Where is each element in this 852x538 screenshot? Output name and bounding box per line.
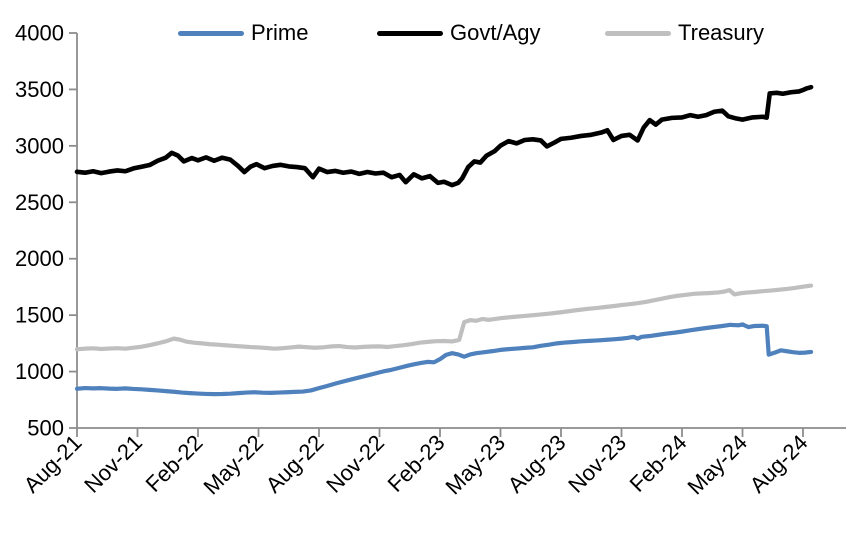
x-axis-tick-label: Feb-22 xyxy=(141,430,208,497)
legend-label: Treasury xyxy=(678,20,764,45)
x-axis-tick-label: May-24 xyxy=(682,430,752,500)
legend-swatch-icon xyxy=(605,30,671,36)
y-axis-tick-label: 1000 xyxy=(15,359,64,384)
legend-swatch-icon xyxy=(377,30,443,36)
x-axis-tick-label: Feb-24 xyxy=(625,430,692,497)
y-axis-tick-label: 4000 xyxy=(15,21,64,46)
x-axis-tick-label: May-23 xyxy=(440,430,510,500)
legend-label: Govt/Agy xyxy=(450,20,541,45)
y-axis-tick-label: 2000 xyxy=(15,246,64,271)
x-axis-tick-label: Nov-22 xyxy=(321,430,389,498)
legend-item-treasury: Treasury xyxy=(605,20,764,46)
x-axis-tick-label: May-22 xyxy=(198,430,268,500)
y-axis-tick-label: 3500 xyxy=(15,77,64,102)
y-axis-tick-label: 2500 xyxy=(15,190,64,215)
series-line-treasury xyxy=(74,283,814,352)
legend-item-prime: Prime xyxy=(178,20,308,46)
series-line-govt-agy xyxy=(74,84,814,188)
x-axis-tick-label: Aug-22 xyxy=(261,430,329,498)
x-axis-tick-label: Nov-21 xyxy=(79,430,147,498)
x-axis-tick-label: Aug-23 xyxy=(503,430,571,498)
y-axis-tick-label: 1500 xyxy=(15,303,64,328)
legend-item-govt-agy: Govt/Agy xyxy=(377,20,540,46)
legend-swatch-icon xyxy=(178,30,244,36)
x-axis-tick-label: Aug-24 xyxy=(745,430,813,498)
x-axis-tick-label: Feb-23 xyxy=(383,430,450,497)
legend-label: Prime xyxy=(251,20,309,45)
y-axis-tick-label: 500 xyxy=(27,416,64,441)
y-axis-tick-label: 3000 xyxy=(15,133,64,158)
x-axis-tick-label: Nov-23 xyxy=(563,430,631,498)
series-line-prime xyxy=(74,322,814,397)
